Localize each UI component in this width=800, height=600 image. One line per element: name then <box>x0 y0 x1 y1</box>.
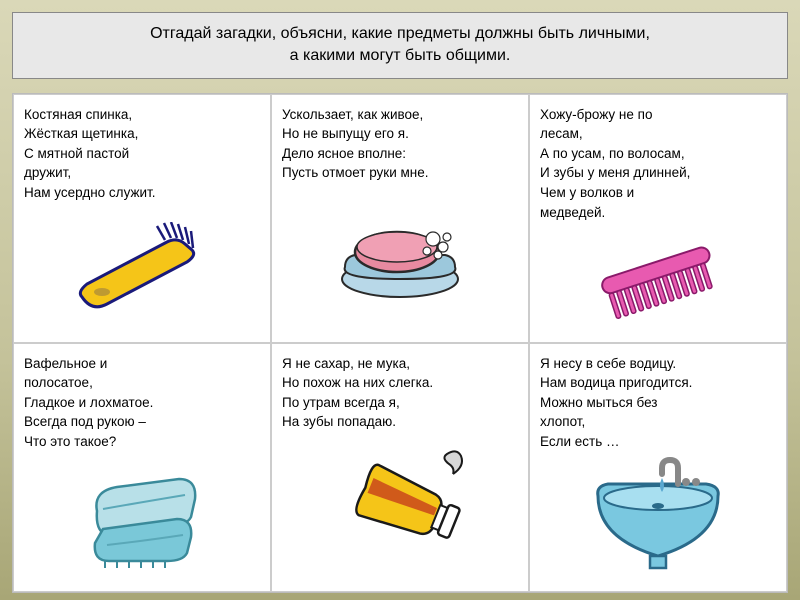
riddle-text: Я несу в себе водицу. Нам водица пригоди… <box>540 354 776 452</box>
toothpaste-icon <box>282 432 518 581</box>
toothbrush-icon <box>24 203 260 332</box>
header: Отгадай загадки, объясни, какие предметы… <box>12 12 788 79</box>
cell-comb: Хожу-брожу не по лесам, А по усам, по во… <box>529 94 787 343</box>
towel-icon <box>24 452 260 581</box>
riddle-text: Костяная спинка, Жёсткая щетинка, С мятн… <box>24 105 260 203</box>
header-line-1: Отгадай загадки, объясни, какие предметы… <box>150 25 650 42</box>
cell-sink: Я несу в себе водицу. Нам водица пригоди… <box>529 343 787 592</box>
cell-towel: Вафельное и полосатое, Гладкое и лохмато… <box>13 343 271 592</box>
riddle-grid: Костяная спинка, Жёсткая щетинка, С мятн… <box>12 93 788 593</box>
comb-icon <box>540 222 776 332</box>
riddle-text: Я не сахар, не мука, Но похож на них сле… <box>282 354 518 432</box>
cell-soap: Ускользает, как живое, Но не выпущу его … <box>271 94 529 343</box>
riddle-text: Ускользает, как живое, Но не выпущу его … <box>282 105 518 183</box>
soap-icon <box>282 183 518 332</box>
cell-toothpaste: Я не сахар, не мука, Но похож на них сле… <box>271 343 529 592</box>
riddle-text: Хожу-брожу не по лесам, А по усам, по во… <box>540 105 776 222</box>
sink-icon <box>540 452 776 581</box>
cell-toothbrush: Костяная спинка, Жёсткая щетинка, С мятн… <box>13 94 271 343</box>
riddle-text: Вафельное и полосатое, Гладкое и лохмато… <box>24 354 260 452</box>
header-line-2: а какими могут быть общими. <box>290 47 511 64</box>
